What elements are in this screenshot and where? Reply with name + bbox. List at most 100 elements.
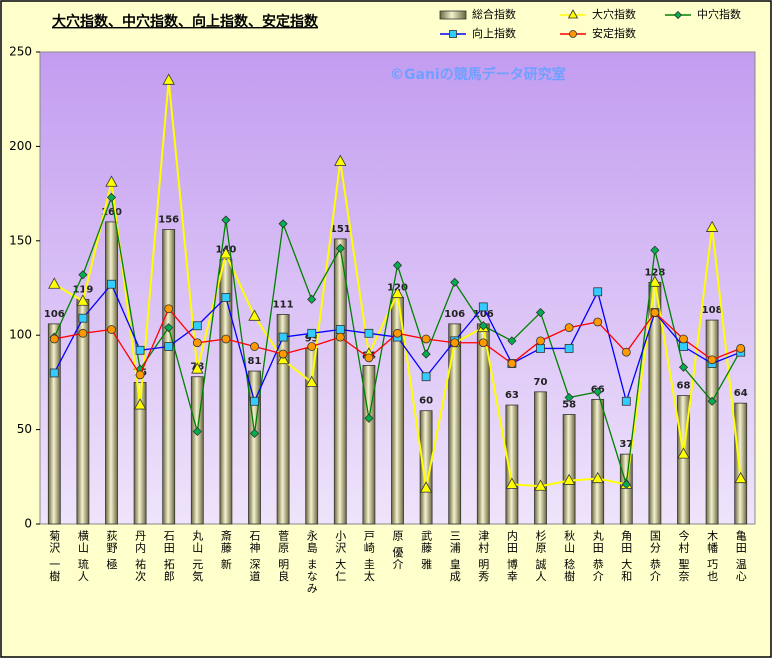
marker xyxy=(705,220,719,232)
x-tick-label: 内田 博幸 xyxy=(505,529,518,583)
legend-swatch xyxy=(439,10,467,20)
value-label: 58 xyxy=(562,399,576,410)
bar xyxy=(505,404,519,525)
value-label: 81 xyxy=(248,356,262,367)
marker xyxy=(564,392,574,403)
marker xyxy=(164,304,174,314)
marker xyxy=(248,309,261,321)
marker xyxy=(505,477,519,489)
bar xyxy=(734,402,748,525)
marker xyxy=(278,219,288,229)
bar xyxy=(619,453,633,525)
marker xyxy=(564,323,574,333)
x-tick-label: 今村 聖奈 xyxy=(677,529,690,583)
value-label: 128 xyxy=(644,267,665,278)
x-tick-label: 原 優介 xyxy=(391,530,404,571)
value-label: 106 xyxy=(444,309,465,320)
bar xyxy=(219,259,233,525)
marker xyxy=(536,344,545,353)
x-tick-label: 杉原 誠人 xyxy=(534,529,547,583)
bar xyxy=(162,229,176,525)
marker xyxy=(393,328,402,338)
marker xyxy=(478,302,488,312)
value-label: 63 xyxy=(505,390,519,401)
y-tick-label: 150 xyxy=(9,233,32,247)
marker xyxy=(78,313,88,323)
marker xyxy=(49,368,59,378)
marker xyxy=(677,447,690,459)
marker xyxy=(133,398,147,410)
marker xyxy=(679,342,688,351)
marker xyxy=(507,359,517,368)
y-tick-label: 0 xyxy=(24,517,32,531)
marker xyxy=(648,275,662,287)
legend-marker xyxy=(567,9,579,19)
marker xyxy=(650,308,660,317)
marker xyxy=(276,352,290,365)
value-label: 108 xyxy=(702,305,723,316)
x-tick-label: 丸田 恭介 xyxy=(591,530,604,583)
bar xyxy=(362,365,376,525)
bar xyxy=(705,319,719,525)
x-tick-label: 国分 恭介 xyxy=(648,530,661,583)
marker xyxy=(392,260,403,270)
y-tick-label: 50 xyxy=(17,422,32,436)
marker xyxy=(593,387,603,397)
marker xyxy=(650,245,660,255)
marker xyxy=(391,286,404,299)
x-tick-label: 戸崎 圭太 xyxy=(362,530,375,583)
chart-title: 大穴指数、中穴指数、向上指数、安定指数 xyxy=(52,13,319,30)
marker xyxy=(421,334,431,344)
y-tick-label: 100 xyxy=(9,328,32,342)
marker xyxy=(76,294,90,306)
marker xyxy=(335,332,345,342)
marker xyxy=(106,192,117,202)
marker xyxy=(250,396,259,406)
x-tick-label: 小沢 大仁 xyxy=(334,530,347,583)
marker xyxy=(364,413,374,423)
value-label: 37 xyxy=(619,439,633,450)
value-label: 151 xyxy=(330,224,351,235)
y-tick-label: 200 xyxy=(9,139,32,153)
bar xyxy=(105,221,118,525)
marker xyxy=(307,328,317,338)
marker xyxy=(591,471,604,484)
marker xyxy=(135,370,145,380)
marker xyxy=(278,332,288,342)
marker xyxy=(305,375,318,387)
value-label: 68 xyxy=(677,381,691,392)
marker xyxy=(534,479,547,491)
marker xyxy=(192,321,202,331)
bar xyxy=(534,391,547,525)
legend-marker xyxy=(569,30,577,38)
marker xyxy=(621,396,631,406)
marker xyxy=(278,349,288,359)
marker xyxy=(48,277,61,289)
x-tick-label: 秋山 稔樹 xyxy=(563,529,576,583)
legend-marker xyxy=(449,30,457,38)
marker xyxy=(678,362,689,372)
marker xyxy=(621,347,631,357)
value-label: 64 xyxy=(734,388,748,399)
marker xyxy=(450,277,460,287)
marker xyxy=(221,334,231,344)
marker xyxy=(736,344,746,353)
value-label: 160 xyxy=(101,207,122,218)
marker xyxy=(192,426,202,437)
marker xyxy=(135,345,145,355)
marker xyxy=(307,294,317,304)
marker xyxy=(734,471,747,484)
marker xyxy=(593,317,603,327)
legend-label: 総合指数 xyxy=(472,7,516,21)
marker xyxy=(192,338,202,348)
value-label: 70 xyxy=(534,377,548,388)
bar xyxy=(248,370,261,525)
y-tick-label: 250 xyxy=(9,45,32,59)
marker xyxy=(364,353,374,363)
marker xyxy=(221,293,231,302)
marker xyxy=(107,325,116,334)
bar xyxy=(419,410,433,525)
marker xyxy=(307,342,317,351)
x-tick-label: 木幡 巧也 xyxy=(706,530,719,583)
x-tick-label: 亀田 温心 xyxy=(734,529,747,583)
